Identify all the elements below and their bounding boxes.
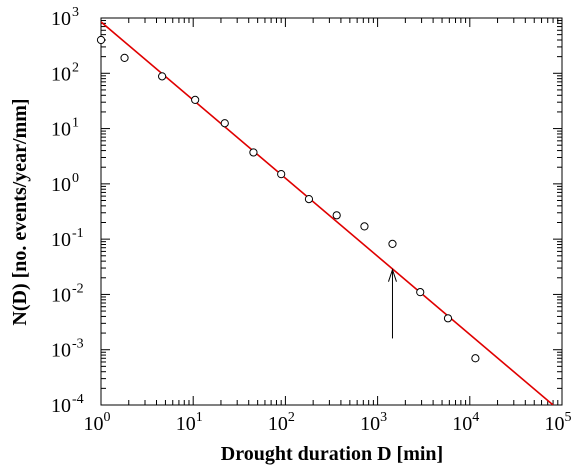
x-axis-title: Drought duration D [min] [221, 443, 443, 465]
fit-line [101, 21, 554, 405]
y-tick-label: 103 [51, 5, 79, 30]
y-tick-label: 102 [51, 60, 79, 85]
arrow-head [388, 268, 397, 282]
data-point [249, 148, 258, 157]
plot-frame [100, 17, 563, 406]
data-marks [96, 21, 554, 405]
data-point [443, 314, 453, 323]
x-tick-label: 101 [176, 410, 203, 435]
plot-area [100, 17, 563, 406]
data-point [220, 119, 229, 128]
x-axis: 100 101 102 103 104 105 [84, 18, 572, 435]
data-point [471, 354, 480, 363]
y-tick-label: 10-1 [51, 226, 84, 251]
x-tick-label: 100 [84, 410, 111, 435]
y-tick-label: 100 [51, 171, 79, 196]
data-point [158, 72, 167, 81]
data-point [360, 222, 369, 231]
data-point [332, 211, 341, 220]
y-tick-label: 10-3 [51, 337, 84, 362]
data-point [120, 53, 129, 62]
data-point [96, 35, 106, 45]
x-tick-label: 103 [360, 410, 387, 435]
y-tick-label: 101 [51, 116, 79, 141]
y-axis-title: N(D) [no. events/year/mm] [9, 98, 31, 325]
data-point [388, 239, 397, 249]
x-tick-label: 102 [268, 410, 295, 435]
y-tick-label: 10-2 [51, 281, 84, 306]
y-tick-label: 10-4 [51, 392, 84, 417]
data-point [416, 288, 425, 297]
data-point [277, 170, 286, 179]
data-point [304, 195, 314, 204]
data-point [191, 95, 200, 105]
x-tick-label: 105 [545, 410, 572, 435]
y-axis: 103 102 101 100 10-1 10-2 10-3 10-4 [51, 5, 562, 417]
x-tick-label: 104 [452, 410, 479, 435]
annotation-arrow [388, 268, 397, 339]
